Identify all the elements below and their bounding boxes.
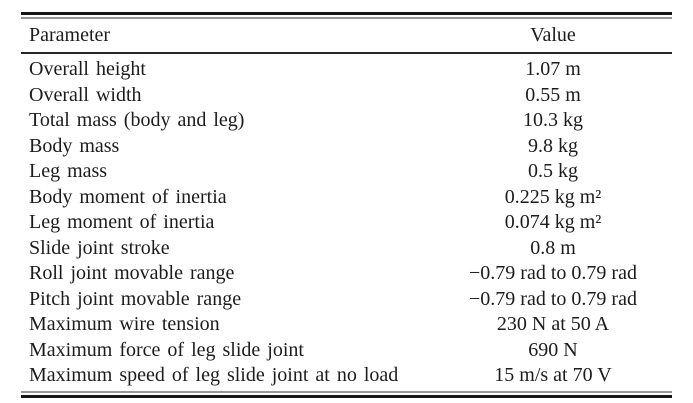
value-cell: 10.3 kg xyxy=(523,109,583,131)
top-rule-thick xyxy=(21,12,672,15)
column-header-value: Value xyxy=(530,24,576,46)
value-cell: 9.8 kg xyxy=(528,134,578,157)
table-row: Overall width 0.55 m xyxy=(21,83,672,109)
value-cell: 15 m/s at 70 V xyxy=(494,364,612,386)
table-row: Body mass 9.8 kg xyxy=(21,134,672,160)
value-cell: 1.07 m xyxy=(525,58,581,80)
value-cell: −0.79 rad to 0.79 rad xyxy=(469,287,637,310)
bottom-rule-thin xyxy=(21,390,672,393)
parameter-cell: Pitch joint movable range xyxy=(29,287,242,310)
value-cell: 690 N xyxy=(528,338,578,361)
parameter-cell: Maximum speed of leg slide joint at no l… xyxy=(29,364,399,386)
value-cell: 0.55 m xyxy=(525,83,581,106)
table-row: Leg moment of inertia 0.074 kg m² xyxy=(21,210,672,236)
table-row: Pitch joint movable range −0.79 rad to 0… xyxy=(21,287,672,313)
parameter-cell: Slide joint stroke xyxy=(29,236,170,259)
parameter-cell: Maximum force of leg slide joint xyxy=(29,338,304,361)
value-cell: 230 N at 50 A xyxy=(496,313,610,335)
parameters-table: Parameter Value Overall height 1.07 m Ov… xyxy=(21,12,672,398)
value-cell: 0.8 m xyxy=(530,236,576,259)
parameter-cell: Maximum wire tension xyxy=(29,313,220,335)
parameter-cell: Leg moment of inertia xyxy=(29,211,215,233)
value-cell: −0.79 rad to 0.79 rad xyxy=(469,262,637,284)
value-cell: 0.5 kg xyxy=(528,160,578,182)
parameter-cell: Roll joint movable range xyxy=(29,262,235,284)
parameter-cell: Leg mass xyxy=(29,160,108,182)
value-cell: 0.074 kg m² xyxy=(504,211,602,233)
table-row: Overall height 1.07 m xyxy=(21,57,672,83)
column-header-parameter: Parameter xyxy=(29,24,111,46)
parameter-cell: Overall height xyxy=(29,58,146,80)
parameter-cell: Overall width xyxy=(29,83,142,106)
table-header-row: Parameter Value xyxy=(21,19,672,52)
table-row: Leg mass 0.5 kg xyxy=(21,159,672,185)
header-rule xyxy=(21,52,672,54)
table-row: Body moment of inertia 0.225 kg m² xyxy=(21,185,672,211)
parameter-cell: Body mass xyxy=(29,134,120,157)
parameter-cell: Body moment of inertia xyxy=(29,185,227,208)
table-row: Slide joint stroke 0.8 m xyxy=(21,236,672,262)
value-cell: 0.225 kg m² xyxy=(504,185,602,208)
table-row: Maximum force of leg slide joint 690 N xyxy=(21,338,672,364)
table-row: Maximum speed of leg slide joint at no l… xyxy=(21,363,672,389)
table-body: Overall height 1.07 m Overall width 0.55… xyxy=(21,54,672,391)
bottom-rule-thick xyxy=(21,394,672,398)
table-row: Roll joint movable range −0.79 rad to 0.… xyxy=(21,261,672,287)
top-rule-thin xyxy=(21,17,672,19)
table-row: Total mass (body and leg) 10.3 kg xyxy=(21,108,672,134)
table-row: Maximum wire tension 230 N at 50 A xyxy=(21,312,672,338)
parameter-cell: Total mass (body and leg) xyxy=(29,109,245,131)
